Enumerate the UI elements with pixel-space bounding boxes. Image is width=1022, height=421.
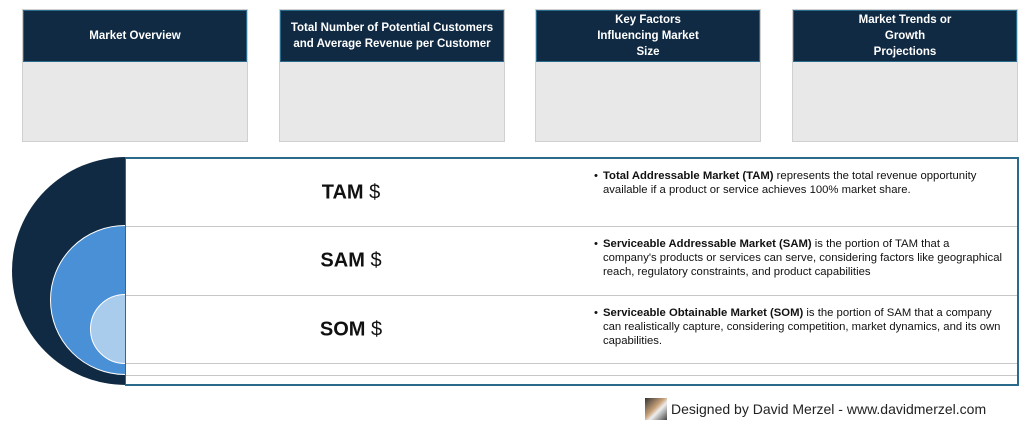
- tam-row: TAM $ Total Addressable Market (TAM) rep…: [126, 159, 1017, 227]
- author-photo: [645, 398, 667, 420]
- card-header: Market Overview: [23, 10, 247, 62]
- footer-text: Designed by David Merzel - www.davidmerz…: [671, 401, 987, 417]
- footer-credit: Designed by David Merzel - www.davidmerz…: [645, 398, 986, 420]
- spacer-row: [126, 364, 1017, 376]
- card-header: Total Number of Potential Customers and …: [280, 10, 504, 62]
- card-market-overview: Market Overview: [22, 9, 248, 142]
- tam-label: TAM $: [321, 181, 381, 203]
- sam-description: Serviceable Addressable Market (SAM) is …: [594, 237, 1004, 279]
- card-customers-revenue: Total Number of Potential Customers and …: [279, 9, 505, 142]
- sam-row: SAM $ Serviceable Addressable Market (SA…: [126, 227, 1017, 296]
- card-market-trends: Market Trends or Growth Projections: [792, 9, 1018, 142]
- market-panel: TAM $ Total Addressable Market (TAM) rep…: [125, 157, 1019, 386]
- som-description: Serviceable Obtainable Market (SOM) is t…: [594, 306, 1004, 348]
- sam-label: SAM $: [320, 249, 382, 272]
- tam-description: Total Addressable Market (TAM) represent…: [594, 169, 1004, 197]
- card-key-factors: Key Factors Influencing Market Size: [535, 9, 761, 142]
- card-header: Market Trends or Growth Projections: [793, 10, 1017, 62]
- card-header: Key Factors Influencing Market Size: [536, 10, 760, 62]
- som-row: SOM $ Serviceable Obtainable Market (SOM…: [126, 296, 1017, 364]
- som-label: SOM $: [319, 318, 383, 340]
